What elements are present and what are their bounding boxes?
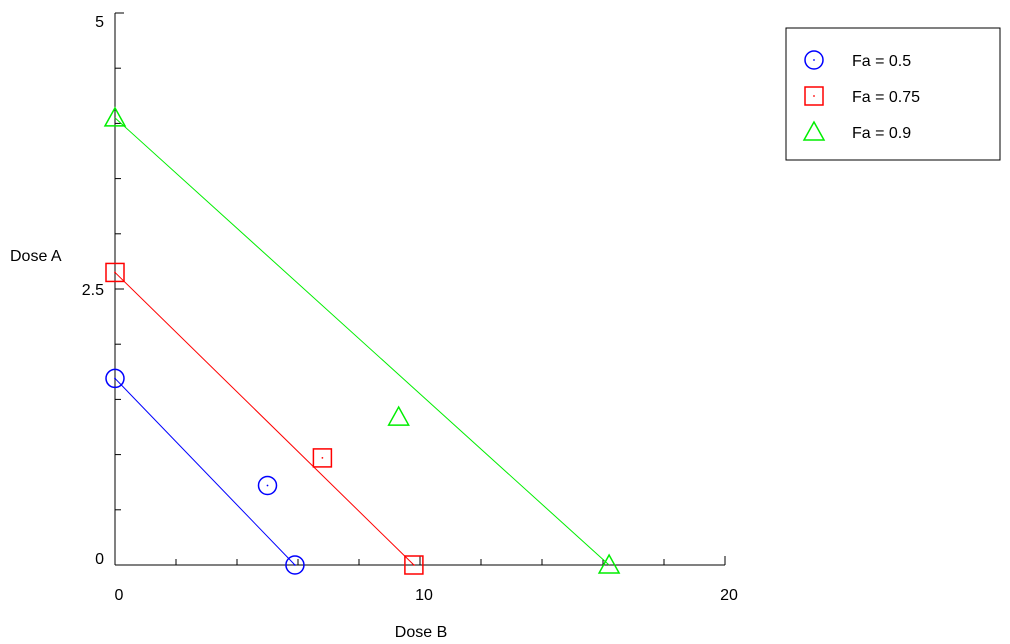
square-marker xyxy=(105,262,125,283)
x-tick-label: 10 xyxy=(415,587,433,604)
circle-marker-ring xyxy=(257,475,278,496)
legend-label: Fa = 0.75 xyxy=(852,89,920,106)
square-marker xyxy=(312,448,333,468)
triangle-marker xyxy=(597,553,621,574)
circle-marker-ring xyxy=(105,368,125,389)
square-marker-box xyxy=(105,262,125,283)
isobole-line xyxy=(114,378,296,566)
series-group xyxy=(103,106,621,574)
square-marker-dot xyxy=(813,95,815,97)
circle-marker xyxy=(804,50,824,70)
legend-box xyxy=(785,27,1001,161)
tick-labels: 0 10 20 0 2.5 5 xyxy=(82,14,738,604)
y-tick-label: 0 xyxy=(95,551,104,568)
x-tick-label: 20 xyxy=(720,587,738,604)
legend: Fa = 0.5 Fa = 0.75 Fa = 0.9 xyxy=(785,27,1001,161)
circle-marker-dot xyxy=(294,564,296,566)
isobole-line xyxy=(114,117,610,566)
circle-marker-ring xyxy=(285,555,305,575)
square-marker-dot xyxy=(321,457,324,459)
square-marker-dot xyxy=(114,271,116,274)
triangle-marker xyxy=(103,106,127,127)
triangle-marker xyxy=(802,120,826,141)
square-marker-box xyxy=(404,555,424,575)
series-layer xyxy=(103,106,621,575)
legend-label: Fa = 0.9 xyxy=(852,125,911,142)
square-marker-dot xyxy=(413,564,415,566)
series-group xyxy=(105,262,424,575)
circle-marker-dot xyxy=(114,377,116,380)
circle-marker xyxy=(285,555,305,575)
square-marker xyxy=(404,555,424,575)
legend-item: Fa = 0.5 xyxy=(804,50,911,70)
x-tick-label: 0 xyxy=(115,587,124,604)
axes xyxy=(114,13,725,566)
legend-item: Fa = 0.9 xyxy=(802,120,911,142)
square-marker xyxy=(804,86,824,106)
circle-marker-dot xyxy=(813,59,815,61)
y-tick-label: 5 xyxy=(95,14,104,31)
y-axis-title: Dose A xyxy=(10,248,62,265)
x-axis-title: Dose B xyxy=(395,624,447,641)
y-tick-label: 2.5 xyxy=(82,282,104,299)
tick-marks xyxy=(114,12,726,566)
square-marker-box xyxy=(804,86,824,106)
square-marker-box xyxy=(312,448,333,468)
circle-marker xyxy=(257,475,278,496)
legend-item: Fa = 0.75 xyxy=(804,86,920,106)
circle-marker-dot xyxy=(266,484,269,487)
legend-label: Fa = 0.5 xyxy=(852,53,911,70)
isobole-line xyxy=(114,272,415,566)
series-group xyxy=(105,368,305,575)
circle-marker xyxy=(105,368,125,389)
triangle-marker xyxy=(387,405,410,426)
circle-marker-ring xyxy=(804,50,824,70)
